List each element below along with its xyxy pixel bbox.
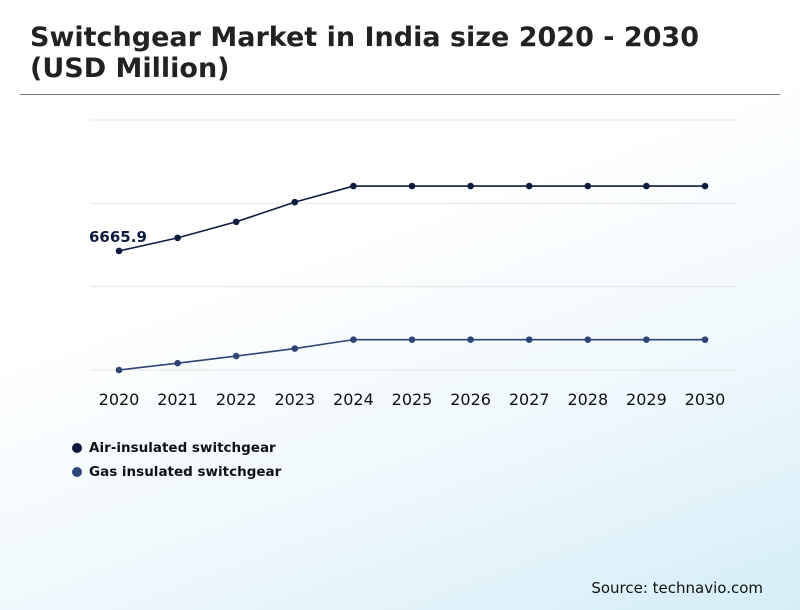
data-point-s2-2026 xyxy=(467,336,474,343)
x-tick-label: 2024 xyxy=(333,390,374,409)
title-divider xyxy=(20,94,780,95)
data-point-s1-2025 xyxy=(408,182,416,190)
gridlines xyxy=(90,119,736,371)
data-point-s2-2025 xyxy=(408,336,416,343)
x-tick-label: 2027 xyxy=(509,390,550,409)
data-point-s2-2023 xyxy=(291,345,299,352)
annotations: 6665.9 xyxy=(89,228,147,246)
x-tick-label: 2030 xyxy=(685,390,726,409)
legend-item-2: Gas insulated switchgear xyxy=(72,460,281,484)
legend: Air-insulated switchgear Gas insulated sw… xyxy=(72,436,281,484)
x-axis-ticks: 2020 2021 2022 2023 2024 2025 2026 2027 2028 2029… xyxy=(99,390,726,409)
data-point-s1-2024 xyxy=(350,182,357,190)
data-point-s2-2024 xyxy=(350,336,357,343)
x-tick-label: 2025 xyxy=(392,390,433,409)
data-point-s1-2027 xyxy=(525,182,533,190)
x-tick-label: 2021 xyxy=(157,390,198,409)
data-point-s1-2021 xyxy=(174,234,181,242)
data-point-s2-2030 xyxy=(701,336,709,343)
data-point-s2-2021 xyxy=(174,359,181,367)
legend-label: Air-insulated switchgear xyxy=(89,440,276,456)
data-label: 6665.9 xyxy=(89,228,147,246)
x-tick-label: 2020 xyxy=(99,390,140,409)
data-point-s1-2030 xyxy=(701,182,709,190)
data-point-s1-2028 xyxy=(584,182,592,190)
data-point-s1-2029 xyxy=(643,182,650,190)
x-tick-label: 2023 xyxy=(274,390,315,409)
x-tick-label: 2022 xyxy=(216,390,257,409)
data-points xyxy=(115,182,709,374)
series-line-2 xyxy=(118,338,705,371)
legend-marker xyxy=(72,467,82,477)
line-chart: 2020 2021 2022 2023 2024 2025 2026 2027 2028 2029… xyxy=(89,119,736,409)
legend-item-1: Air-insulated switchgear xyxy=(72,436,281,460)
data-point-s1-2026 xyxy=(467,182,474,190)
source-credit: Source: technavio.com xyxy=(591,579,763,597)
data-point-s1-2023 xyxy=(291,198,299,206)
data-point-s2-2022 xyxy=(232,352,240,360)
data-point-s2-2028 xyxy=(584,336,592,343)
data-point-s2-2029 xyxy=(643,336,650,343)
data-point-s2-2027 xyxy=(525,336,533,343)
data-point-s1-2022 xyxy=(232,218,240,226)
series-line-1 xyxy=(118,185,705,252)
legend-label: Gas insulated switchgear xyxy=(89,464,282,480)
chart-title: Switchgear Market in India size 2020 - 2… xyxy=(30,22,700,84)
x-tick-label: 2029 xyxy=(626,390,667,409)
legend-marker xyxy=(72,443,82,453)
x-tick-label: 2026 xyxy=(450,390,491,409)
data-point-s1-2020 xyxy=(115,247,123,255)
data-point-s2-2020 xyxy=(115,366,123,374)
x-tick-label: 2028 xyxy=(567,390,608,409)
